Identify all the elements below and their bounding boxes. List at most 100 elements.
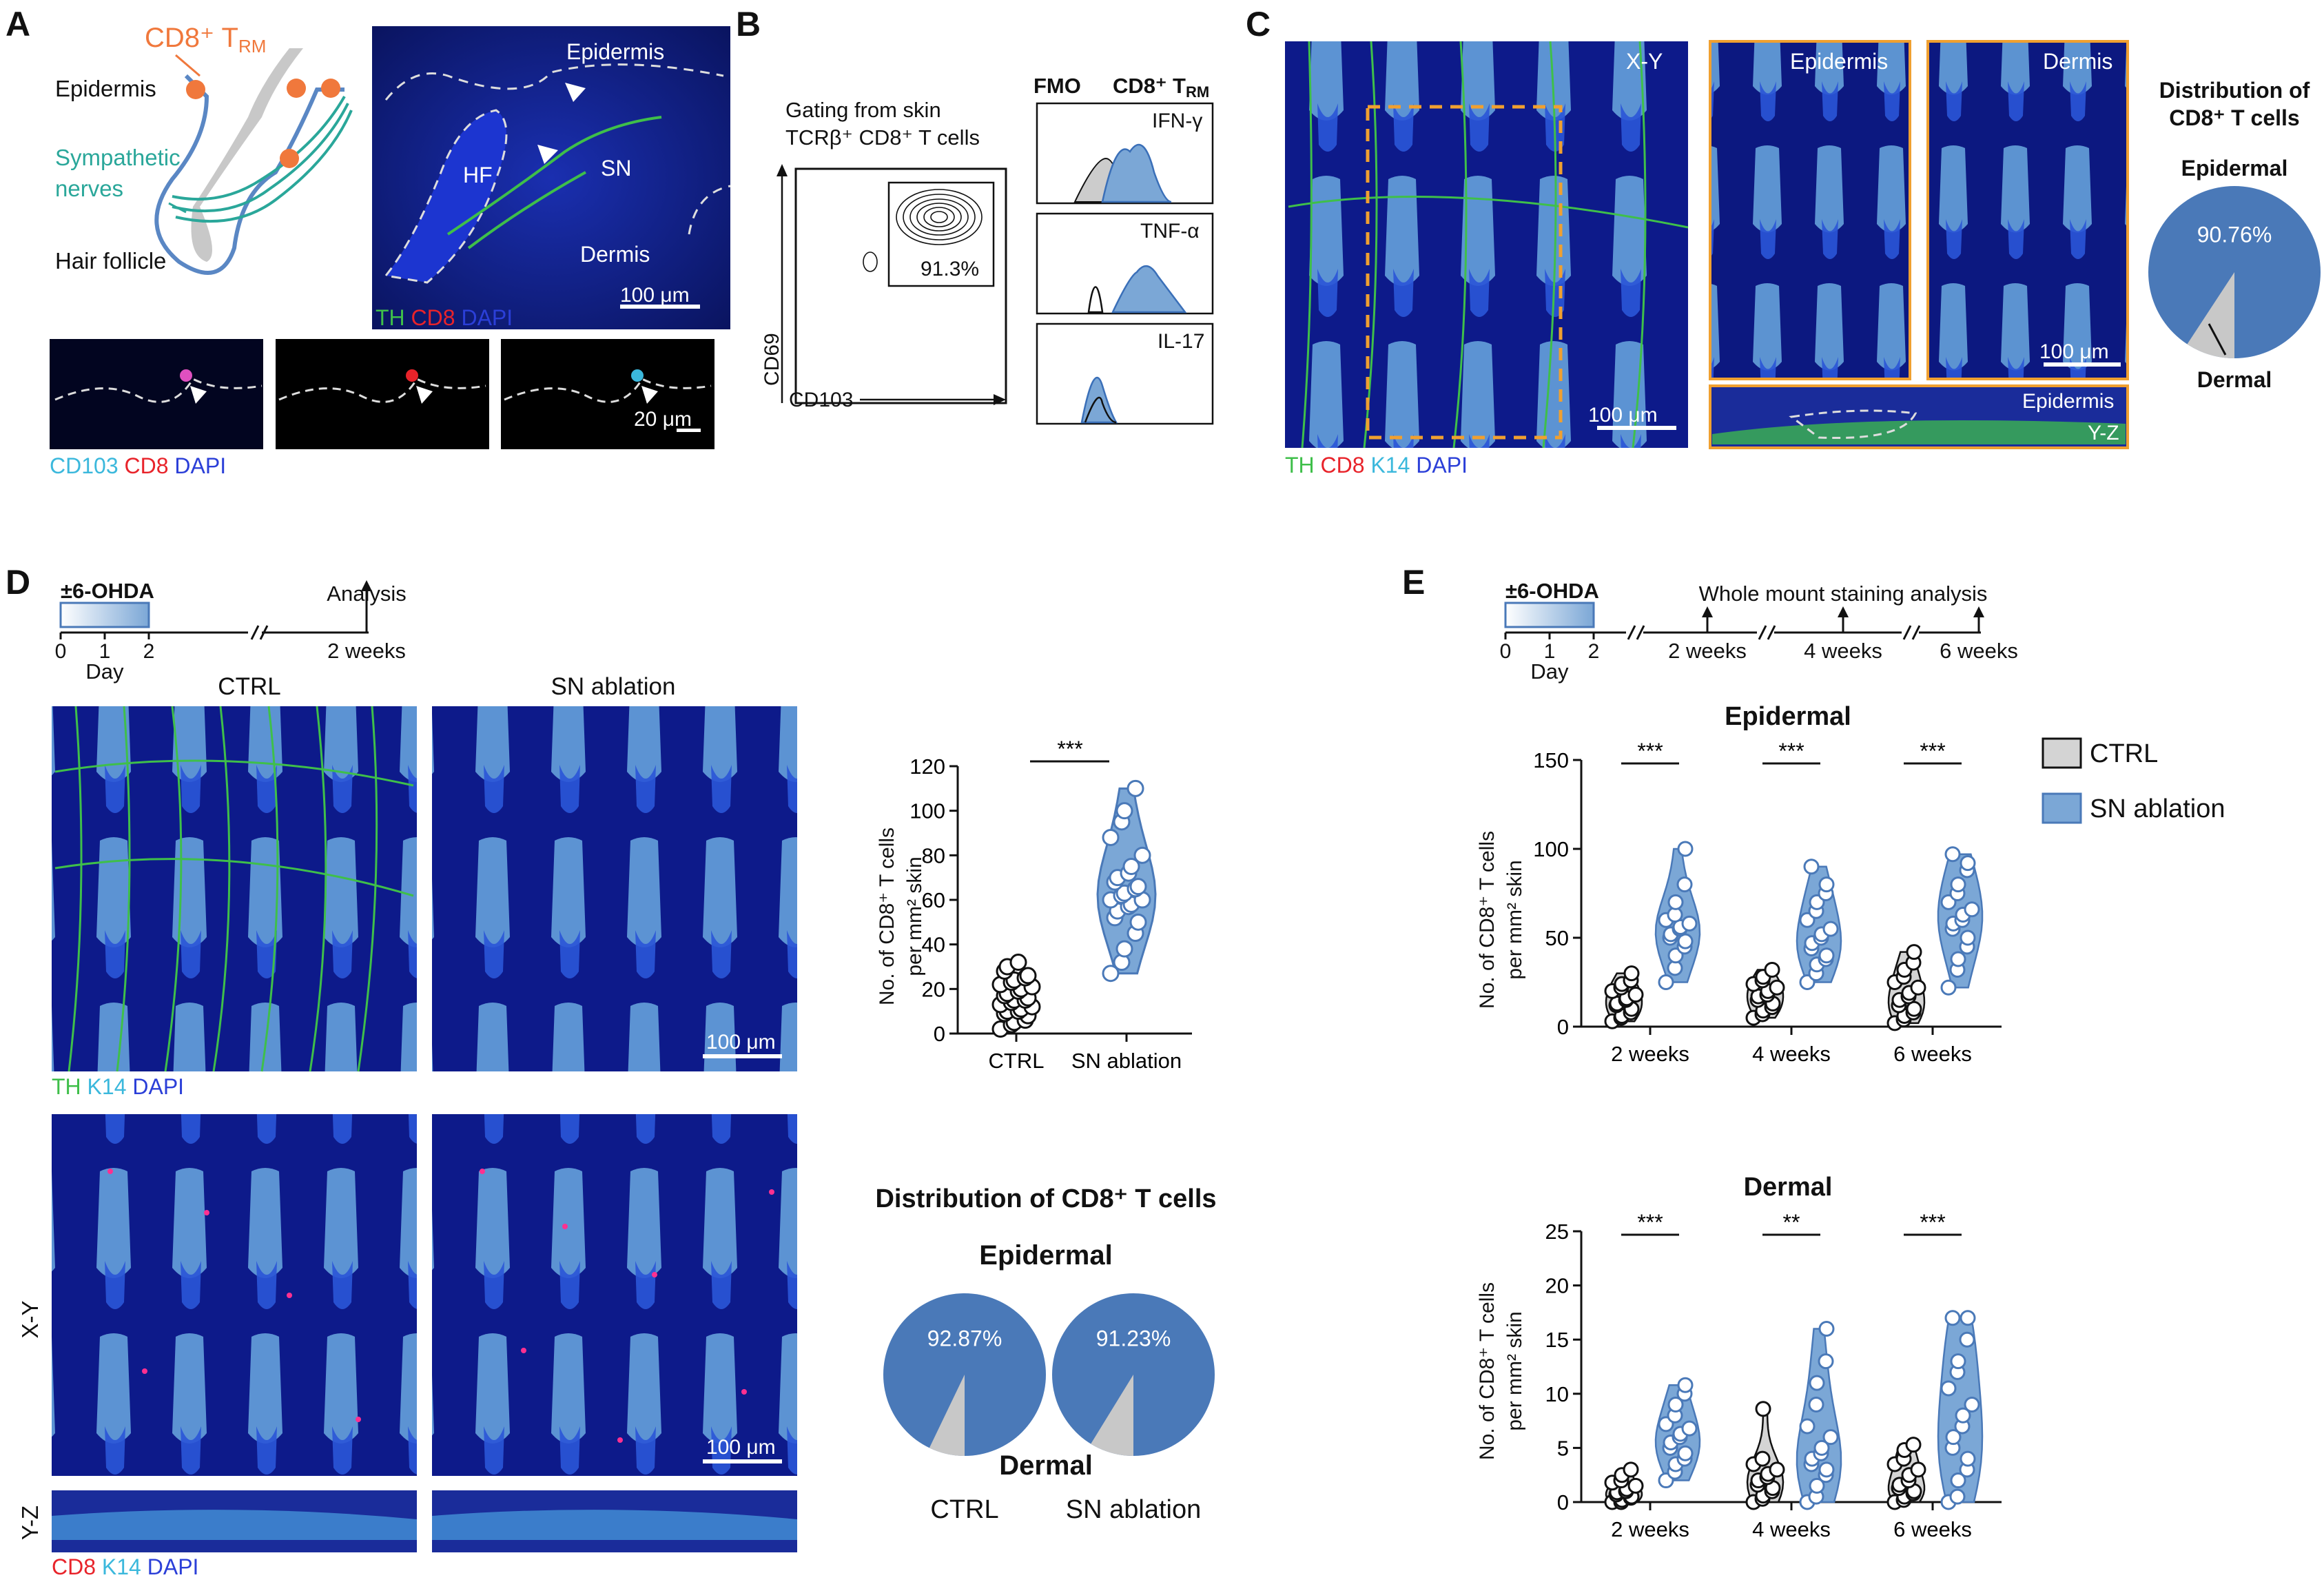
hist-frame	[1036, 102, 1214, 205]
e-point-0: 2 weeks	[1668, 639, 1747, 663]
histogram-ifng: IFN-γ	[1036, 102, 1214, 205]
histogram-tnfa: TNF-α	[1036, 212, 1214, 315]
gate-box	[887, 181, 995, 287]
scale-bar	[1597, 426, 1676, 430]
c-pie-dermal: Dermal	[2197, 367, 2272, 392]
arrowhead	[565, 83, 586, 102]
scale-bar	[703, 1054, 782, 1058]
d-tick-2: 2	[143, 640, 155, 663]
dot-sn	[1960, 855, 1976, 872]
significance-label: ***	[1920, 1210, 1945, 1235]
dot-ctrl	[1905, 1437, 1922, 1453]
d-sn-th-image	[432, 706, 797, 1071]
scale-bar	[703, 1459, 782, 1463]
cd103-label: CD103	[789, 389, 853, 411]
nerve-fibers	[446, 116, 662, 249]
trm-curve	[1101, 143, 1172, 203]
cell-merge	[180, 369, 192, 382]
boundary-1	[54, 378, 263, 403]
dot-sn	[1960, 1310, 1976, 1326]
boundary-2	[278, 378, 486, 403]
dot-sn	[1964, 1397, 1980, 1413]
analysis-arrowhead	[361, 580, 372, 591]
contour-lines	[863, 189, 983, 272]
arrowhead	[1973, 606, 1984, 617]
pie-slice-dermal	[2187, 272, 2234, 358]
panel-b-label: B	[736, 5, 761, 43]
e-analysis: Whole mount staining analysis	[1699, 582, 1988, 606]
gate-percent: 91.3%	[921, 258, 979, 280]
pie-percent-label: 91.23%	[1096, 1326, 1171, 1351]
dot-sn	[1677, 841, 1694, 857]
dot-sn	[1818, 1353, 1834, 1370]
scale-text: 100 μm	[620, 284, 690, 307]
d-ctrl-th-image	[52, 706, 417, 1071]
img-dermis: Dermis	[580, 242, 650, 267]
d-sn-title: SN ablation	[551, 673, 676, 700]
e2-ylabel-2: per mm² skin	[1503, 1311, 1526, 1430]
trm-cell	[287, 79, 306, 98]
y-tick-label: 20	[922, 977, 945, 1001]
fmo-curve	[1084, 396, 1117, 424]
c-scale-1: 100 μm	[1588, 404, 1658, 427]
e1-ylabel-1: No. of CD8⁺ T cells	[1476, 831, 1499, 1009]
d-ylabel-1: No. of CD8⁺ T cells	[876, 828, 898, 1005]
y-tick-label: 25	[1545, 1220, 1569, 1244]
arrowhead	[537, 145, 558, 164]
dot-sn	[1944, 1310, 1961, 1326]
dot-sn	[1799, 1418, 1816, 1435]
dot-sn	[1803, 859, 1820, 875]
hair-follicle-outline	[384, 109, 508, 284]
pie-percent-label: 92.87%	[927, 1326, 1002, 1351]
dot-sn	[1658, 974, 1674, 990]
axis-break	[250, 625, 269, 640]
panel-a-small-images: 20 μm CD103 CD8 DAPI	[50, 339, 714, 478]
d-pie-epidermal: Epidermal	[979, 1240, 1112, 1271]
hair-shaft	[191, 48, 303, 262]
dot-sn	[1102, 965, 1120, 983]
dot-sn	[1822, 921, 1839, 937]
e-tick-1: 1	[1544, 640, 1556, 663]
scale-bar-small	[677, 429, 701, 432]
c-pie-epidermal: Epidermal	[2181, 156, 2288, 181]
y-tick-label: 0	[934, 1022, 945, 1046]
x-tick-label: 4 weeks	[1752, 1517, 1831, 1541]
legend-trm: CD8⁺ TRM	[1113, 74, 1209, 101]
x-tick-label: 4 weeks	[1752, 1042, 1831, 1066]
trm-cell	[321, 79, 340, 98]
small-image-cd8	[276, 339, 489, 449]
dot-sn	[1681, 915, 1698, 932]
y-tick-label: 0	[1557, 1490, 1569, 1514]
follicle-outline-2	[688, 185, 731, 235]
significance-label: ***	[1778, 739, 1804, 763]
dot-sn	[1959, 1331, 1975, 1348]
c-pie-title-1: Distribution of	[2159, 78, 2310, 103]
panel-d: D ±6-OHDA 0 1 2 Day Analysis 2 weeks CTR…	[6, 563, 1217, 1579]
dot-sn	[1809, 1477, 1825, 1494]
arrowhead	[1838, 606, 1849, 617]
schematic: CD8⁺ TRM Epidermis Sympathetic nerves Ha…	[55, 23, 353, 275]
nerve-pointer	[168, 202, 187, 214]
epidermis-outline	[154, 74, 345, 275]
dot-sn	[1818, 1461, 1835, 1478]
arrowhead	[190, 386, 207, 404]
dot-sn	[1940, 1380, 1957, 1397]
d-ylabel-2: per mm² skin	[903, 856, 926, 976]
dot-sn	[1944, 846, 1961, 863]
panel-c-label: C	[1246, 5, 1271, 43]
dot-sn	[1129, 913, 1147, 931]
axis-breaks	[1627, 625, 1921, 640]
epidermis-text: Epidermis	[55, 76, 156, 101]
dot-ctrl	[1906, 944, 1922, 960]
y-tick-label: 150	[1533, 748, 1569, 772]
d-ctrl-cd8-image	[52, 1114, 417, 1476]
sympathetic-text-1: Sympathetic	[55, 145, 181, 170]
legend-ctrl: CTRL	[2090, 739, 2158, 768]
e-tick-2: 2	[1588, 640, 1600, 663]
panel-a-label: A	[6, 5, 30, 43]
y-tick-label: 100	[909, 799, 945, 823]
e-point-2: 6 weeks	[1940, 639, 2018, 663]
panel-b: B Gating from skin TCRβ⁺ CD8⁺ T cells 91…	[736, 5, 1214, 425]
y-axis-arrowhead	[777, 164, 788, 176]
